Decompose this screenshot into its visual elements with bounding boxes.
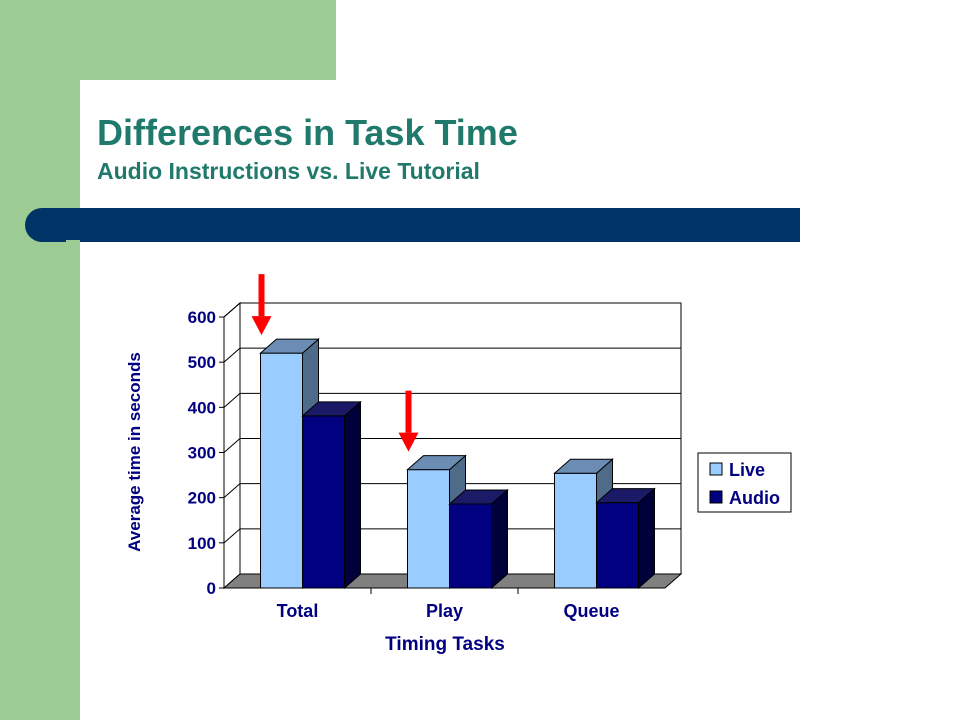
legend-swatch-audio xyxy=(709,490,723,504)
legend: Live Audio xyxy=(697,452,792,513)
bar-top-live-queue xyxy=(553,458,614,474)
bar-live-play xyxy=(407,469,450,589)
legend-label-audio: Audio xyxy=(729,488,780,508)
bar-side-audio-total xyxy=(344,400,361,590)
bar-audio-total xyxy=(302,415,345,589)
side-band xyxy=(0,0,80,720)
bar-top-live-total xyxy=(259,338,320,354)
title-bar xyxy=(25,208,800,242)
gridline xyxy=(223,302,681,318)
bar-side-audio-play xyxy=(491,488,508,590)
legend-swatch-live xyxy=(709,462,723,476)
bar-live-queue xyxy=(554,472,597,589)
x-tick-label: Queue xyxy=(563,601,619,621)
bar-live-total xyxy=(260,352,303,589)
x-tick-label: Total xyxy=(277,601,319,621)
x-tick-label: Play xyxy=(426,601,463,621)
arrow-head xyxy=(398,432,419,452)
y-tick-label: 200 xyxy=(188,489,216,508)
x-axis-label: Timing Tasks xyxy=(385,634,505,655)
y-tick-label: 600 xyxy=(188,308,216,327)
arrow-shaft xyxy=(258,274,265,317)
arrow-head xyxy=(251,316,272,336)
gridline xyxy=(223,528,681,544)
bar-audio-play xyxy=(449,503,492,589)
slide-title: Differences in Task Time xyxy=(97,112,518,153)
bar-top-audio-total xyxy=(301,401,362,417)
arrow-shaft xyxy=(405,390,412,433)
gridline xyxy=(223,392,681,408)
bar-top-audio-queue xyxy=(595,488,656,504)
bar-top-live-play xyxy=(406,455,467,471)
gridline xyxy=(223,438,681,453)
slide-subtitle: Audio Instructions vs. Live Tutorial xyxy=(97,158,480,184)
y-tick-label: 300 xyxy=(188,444,216,463)
gridline xyxy=(223,347,681,363)
y-tick-label: 400 xyxy=(188,398,216,417)
top-band xyxy=(0,0,336,80)
title-bar-notch xyxy=(66,240,80,242)
bar-side-audio-queue xyxy=(638,487,655,590)
y-axis-label: Average time in seconds xyxy=(125,352,144,552)
y-tick-label: 0 xyxy=(207,579,216,598)
y-tick-label: 500 xyxy=(188,353,216,372)
bar-top-audio-play xyxy=(448,489,509,505)
bar-audio-queue xyxy=(596,502,639,589)
y-tick-label: 100 xyxy=(188,534,216,553)
legend-label-live: Live xyxy=(729,460,765,480)
gridline xyxy=(223,483,681,499)
